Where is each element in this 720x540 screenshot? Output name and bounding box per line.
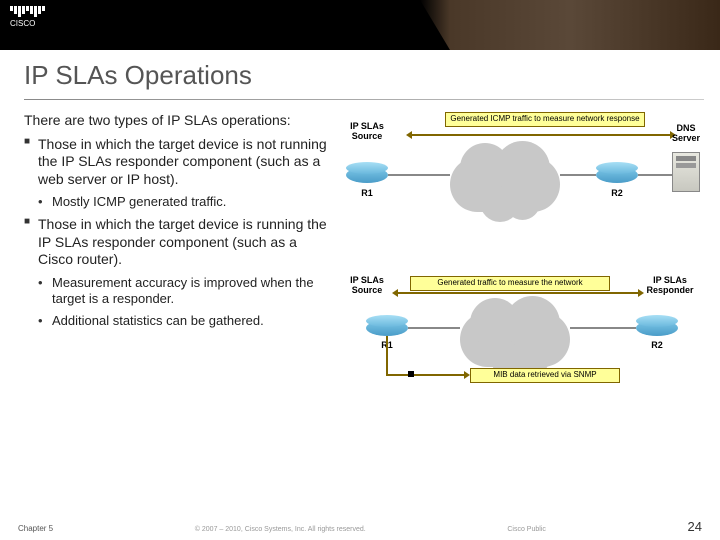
page-title: IP SLAs Operations: [24, 60, 720, 91]
link-l3: [638, 174, 672, 176]
r2-label-1: R2: [596, 188, 638, 198]
r2-label-2: R2: [636, 340, 678, 350]
footer: Chapter 5 © 2007 – 2010, Cisco Systems, …: [0, 519, 720, 534]
snmp-box: MIB data retrieved via SNMP: [470, 368, 620, 383]
cloud-2: [460, 312, 570, 367]
title-rule: [24, 99, 704, 100]
r1-label-1: R1: [346, 188, 388, 198]
page-number: 24: [688, 519, 702, 534]
router-r1-top: [346, 167, 388, 183]
cloud-1: [450, 157, 560, 212]
router-r1-bottom: [366, 320, 408, 336]
dns-server-icon: [672, 152, 700, 192]
diagram-responder: IP SLAs Source Generated traffic to meas…: [340, 272, 712, 422]
dns-label: DNS Server: [662, 124, 710, 144]
link-b1: [408, 327, 460, 329]
link-l2: [560, 174, 596, 176]
source-label-2: IP SLAs Source: [340, 276, 394, 296]
router-r2-bottom: [636, 320, 678, 336]
snmp-h: [386, 374, 408, 376]
banner-2: Generated traffic to measure the network: [410, 276, 610, 291]
sub-bullet-3: Additional statistics can be gathered.: [24, 313, 334, 329]
header-photo: [420, 0, 720, 50]
text-column: There are two types of IP SLAs operation…: [24, 112, 334, 452]
router-r2-top: [596, 167, 638, 183]
copyright: © 2007 – 2010, Cisco Systems, Inc. All r…: [195, 526, 366, 533]
bullet-2: Those in which the target device is runn…: [24, 216, 334, 269]
diagram-icmp: Generated ICMP traffic to measure networ…: [340, 112, 712, 242]
chapter-label: Chapter 5: [18, 524, 53, 533]
source-label-1: IP SLAs Source: [340, 122, 394, 142]
snmp-arrow: [408, 374, 464, 376]
cisco-logo: CISCO: [10, 6, 45, 28]
link-b2: [570, 327, 636, 329]
diagram-column: Generated ICMP traffic to measure networ…: [334, 112, 712, 452]
responder-label: IP SLAs Responder: [640, 276, 700, 296]
sub-bullet-2: Measurement accuracy is improved when th…: [24, 275, 334, 308]
bullet-1: Those in which the target device is not …: [24, 136, 334, 189]
arrow-bi-2: [398, 292, 638, 294]
classification: Cisco Public: [507, 526, 546, 533]
intro-text: There are two types of IP SLAs operation…: [24, 112, 334, 130]
snmp-v: [386, 336, 388, 376]
top-bar: CISCO: [0, 0, 720, 50]
arrow-bi-1: [412, 134, 670, 136]
sub-bullet-1: Mostly ICMP generated traffic.: [24, 194, 334, 210]
banner-1: Generated ICMP traffic to measure networ…: [445, 112, 645, 127]
logo-text: CISCO: [10, 19, 45, 28]
link-l1: [388, 174, 450, 176]
